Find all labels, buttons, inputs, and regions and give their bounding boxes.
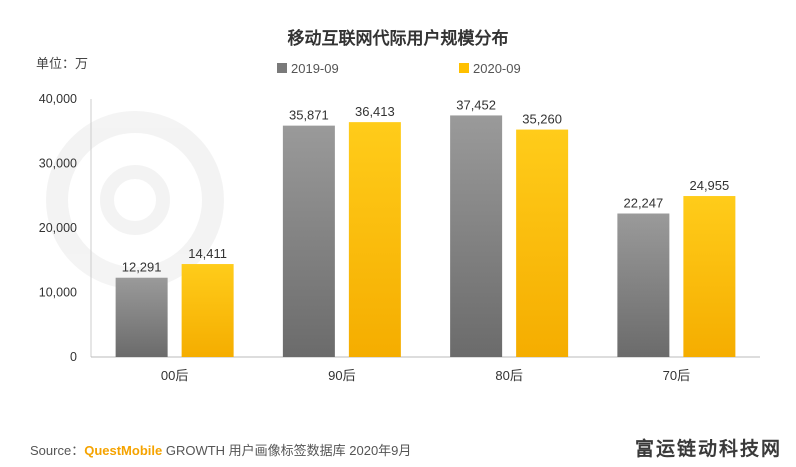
data-label-2019-1: 35,871 — [289, 108, 329, 123]
bar-2020-0 — [181, 264, 234, 357]
bar-2020-2 — [516, 129, 569, 357]
y-tick-label: 40,000 — [39, 92, 77, 106]
data-label-2020-1: 36,413 — [355, 104, 395, 119]
category-labels: 00后 90后 80后 70后 — [161, 368, 690, 383]
y-tick-label: 10,000 — [39, 286, 77, 300]
category-label: 00后 — [161, 368, 188, 383]
y-tick-label: 20,000 — [39, 221, 77, 235]
legend-swatch-2019 — [277, 63, 287, 73]
source-description: GROWTH 用户画像标签数据库 2020年9月 — [162, 443, 412, 458]
bars: 12,291 14,411 35,871 36,413 37,452 35,260 22,2… — [115, 97, 736, 358]
legend-swatch-2020 — [459, 63, 469, 73]
source-brand: QuestMobile — [84, 443, 163, 458]
legend-label-2019: 2019-09 — [291, 61, 339, 76]
bar-2019-2 — [450, 115, 503, 357]
y-tick-label: 0 — [70, 350, 77, 364]
watermark-text: 富运链动科技网 — [634, 439, 782, 460]
bar-2020-3 — [683, 196, 736, 357]
data-label-2019-0: 12,291 — [122, 260, 162, 275]
unit-label: 单位：万 — [36, 56, 88, 71]
source-prefix: Source： — [30, 443, 85, 458]
category-label: 80后 — [495, 368, 522, 383]
bar-2019-1 — [282, 125, 335, 357]
legend: 2019-09 2020-09 — [277, 61, 521, 76]
data-label-2020-2: 35,260 — [522, 112, 562, 127]
y-tick-label: 30,000 — [39, 157, 77, 171]
category-label: 70后 — [663, 368, 690, 383]
legend-label-2020: 2020-09 — [473, 61, 521, 76]
source-note: Source：QuestMobile GROWTH 用户画像标签数据库 2020… — [30, 440, 411, 459]
chart-title: 移动互联网代际用户规模分布 — [288, 28, 509, 48]
bar-2019-0 — [115, 277, 168, 357]
bar-2019-3 — [617, 213, 670, 357]
bar-2020-1 — [348, 122, 401, 358]
data-label-2020-3: 24,955 — [689, 178, 729, 193]
data-label-2019-2: 37,452 — [456, 97, 496, 112]
category-label: 90后 — [328, 368, 355, 383]
y-tick-labels: 0 10,000 20,000 30,000 40,000 — [39, 92, 77, 364]
data-label-2019-3: 22,247 — [623, 196, 663, 211]
data-label-2020-0: 14,411 — [188, 246, 227, 261]
